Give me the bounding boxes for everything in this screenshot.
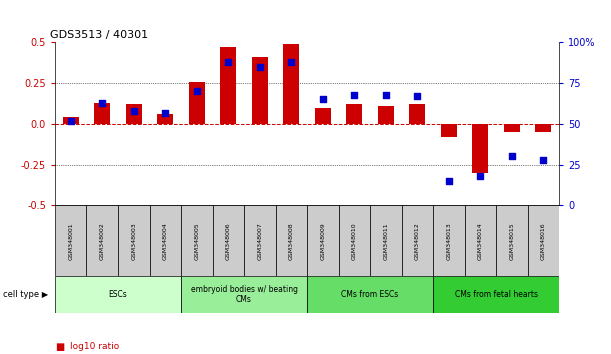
Point (287, 59, 296, 65)
Bar (189, 81, 205, 124)
Point (475, 173, 485, 179)
Bar (401, 205, 433, 276)
Text: GDS3513 / 40301: GDS3513 / 40301 (50, 30, 148, 40)
Point (255, 64, 265, 70)
Bar (55, 205, 87, 276)
Text: GSM348003: GSM348003 (131, 222, 136, 259)
Bar (126, 104, 142, 124)
Bar (346, 104, 362, 124)
Bar (472, 124, 488, 173)
Point (412, 93, 422, 99)
Bar (409, 104, 425, 124)
Text: CMs from fetal hearts: CMs from fetal hearts (455, 290, 538, 299)
Point (66, 118, 76, 124)
Text: GSM348009: GSM348009 (320, 222, 325, 259)
Text: ESCs: ESCs (109, 290, 127, 299)
Bar (221, 47, 236, 124)
Text: GSM348004: GSM348004 (163, 222, 168, 259)
Bar (378, 106, 393, 124)
Text: GSM348005: GSM348005 (194, 222, 199, 259)
Bar (464, 205, 496, 276)
Point (97, 100, 107, 105)
Bar (244, 205, 276, 276)
Text: cell type ▶: cell type ▶ (3, 290, 48, 299)
Point (381, 92, 390, 97)
Bar (276, 205, 307, 276)
Text: log10 ratio: log10 ratio (70, 342, 120, 350)
Bar (63, 118, 79, 124)
Bar (307, 276, 433, 313)
Bar (158, 114, 173, 124)
Point (160, 110, 170, 115)
Bar (433, 205, 464, 276)
Bar (307, 205, 338, 276)
Bar (213, 205, 244, 276)
Bar (118, 205, 150, 276)
Bar (315, 108, 331, 124)
Point (318, 97, 327, 102)
Text: GSM348015: GSM348015 (510, 222, 514, 259)
Text: embryoid bodies w/ beating
CMs: embryoid bodies w/ beating CMs (191, 285, 298, 304)
Text: GSM348012: GSM348012 (415, 222, 420, 259)
Bar (181, 205, 213, 276)
Point (192, 88, 202, 94)
Text: GSM348013: GSM348013 (446, 222, 452, 259)
Bar (504, 124, 520, 132)
Text: GSM348014: GSM348014 (478, 222, 483, 259)
Bar (527, 205, 559, 276)
Point (444, 178, 454, 184)
Bar (441, 124, 456, 137)
Text: ■: ■ (55, 342, 64, 352)
Bar (150, 205, 181, 276)
Bar (284, 44, 299, 124)
Point (129, 108, 139, 114)
Text: GSM348010: GSM348010 (352, 222, 357, 259)
Bar (94, 103, 110, 124)
Bar (181, 276, 307, 313)
Point (224, 59, 233, 65)
Bar (535, 124, 551, 132)
Point (349, 92, 359, 97)
Bar (496, 205, 527, 276)
Text: CMs from ESCs: CMs from ESCs (342, 290, 398, 299)
Text: GSM348016: GSM348016 (541, 222, 546, 259)
Text: GSM348002: GSM348002 (100, 222, 104, 259)
Bar (370, 205, 401, 276)
Bar (338, 205, 370, 276)
Bar (55, 276, 181, 313)
Bar (252, 57, 268, 124)
Text: GSM348007: GSM348007 (257, 222, 262, 259)
Text: GSM348001: GSM348001 (68, 222, 73, 259)
Text: GSM348006: GSM348006 (226, 222, 231, 259)
Bar (433, 276, 559, 313)
Point (538, 157, 548, 162)
Point (507, 154, 517, 159)
Text: GSM348011: GSM348011 (383, 222, 388, 259)
Bar (87, 205, 118, 276)
Text: GSM348008: GSM348008 (289, 222, 294, 259)
